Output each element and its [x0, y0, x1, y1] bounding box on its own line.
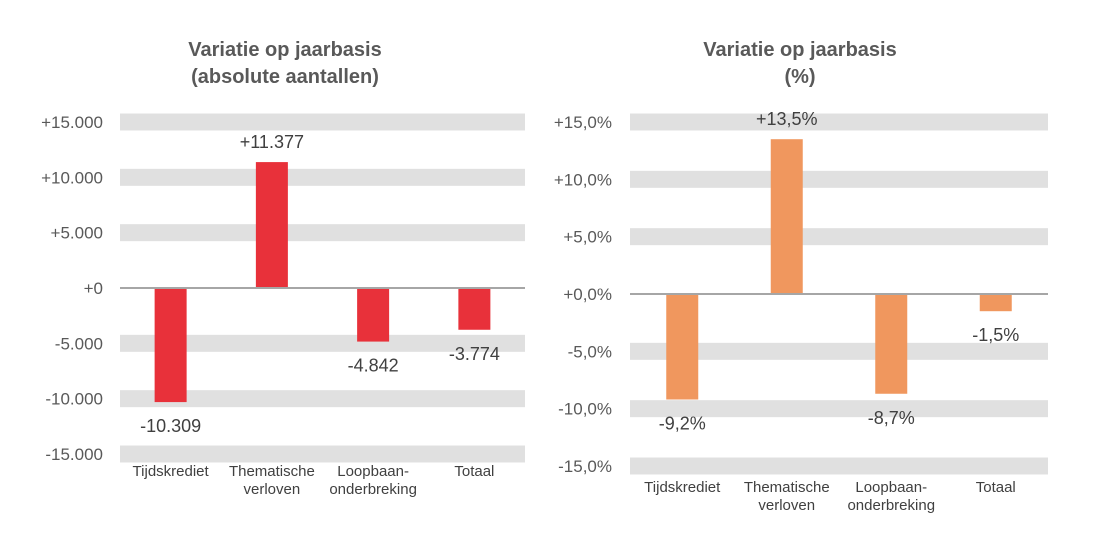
- gridline-band: [120, 113, 525, 131]
- bar: [979, 294, 1012, 312]
- bar: [458, 288, 491, 330]
- category-label: onderbreking: [847, 497, 935, 514]
- y-tick-label: +0,0%: [563, 285, 612, 304]
- y-tick-label: +10.000: [41, 168, 103, 187]
- gridline-band: [120, 168, 525, 186]
- y-tick-label: +0: [84, 279, 103, 298]
- chart-percent: Variatie op jaarbasis (%) +15,0% +10,0% +5,0…: [554, 39, 1048, 514]
- bar: [255, 162, 288, 288]
- data-label: -4.842: [348, 356, 399, 376]
- category-label: Thematische: [744, 479, 830, 496]
- y-tick-label: +15.000: [41, 113, 103, 132]
- bar: [154, 288, 187, 403]
- bar: [875, 294, 908, 394]
- data-label: +13,5%: [756, 109, 818, 129]
- data-label: -10.309: [140, 416, 201, 436]
- chart-title: (%): [784, 66, 815, 88]
- y-tick-label: +10,0%: [554, 170, 612, 189]
- data-label: -8,7%: [868, 408, 915, 428]
- y-tick-label: -10.000: [45, 390, 103, 409]
- y-tick-label: +5.000: [51, 224, 103, 243]
- data-label: -3.774: [449, 344, 500, 364]
- gridline-band: [630, 170, 1048, 188]
- gridline-band: [630, 400, 1048, 418]
- y-tick-label: +5,0%: [563, 228, 612, 247]
- data-label: +11.377: [240, 132, 304, 152]
- y-tick-label: -15,0%: [558, 457, 612, 476]
- category-label: Totaal: [976, 479, 1016, 496]
- gridline-band: [120, 445, 525, 463]
- gridline-band: [630, 457, 1048, 475]
- category-label: Thematische: [229, 463, 315, 480]
- bar: [770, 139, 803, 294]
- y-tick-label: -5.000: [55, 334, 103, 353]
- category-label: Totaal: [454, 463, 494, 480]
- gridline-band: [630, 228, 1048, 246]
- category-label: Loopbaan-: [855, 479, 927, 496]
- gridline-band: [120, 334, 525, 352]
- y-tick-label: +15,0%: [554, 113, 612, 132]
- chart-absolute: Variatie op jaarbasis (absolute aantallen…: [41, 39, 525, 498]
- data-label: -9,2%: [659, 413, 706, 433]
- gridline-band: [120, 390, 525, 408]
- category-label: onderbreking: [329, 481, 417, 498]
- chart-title: (absolute aantallen): [191, 66, 379, 88]
- category-label: verloven: [244, 481, 301, 498]
- y-tick-label: -10,0%: [558, 400, 612, 419]
- category-label: verloven: [758, 497, 815, 514]
- gridline-band: [630, 342, 1048, 360]
- y-tick-label: -15.000: [45, 445, 103, 464]
- category-label: Tijdskrediet: [133, 463, 210, 480]
- chart-title: Variatie op jaarbasis: [703, 39, 896, 61]
- bar: [666, 294, 699, 400]
- y-tick-label: -5,0%: [568, 342, 612, 361]
- bar: [357, 288, 390, 342]
- category-label: Tijdskrediet: [644, 479, 721, 496]
- chart-title: Variatie op jaarbasis: [188, 39, 381, 61]
- data-label: -1,5%: [972, 325, 1019, 345]
- gridline-band: [630, 113, 1048, 131]
- category-label: Loopbaan-: [337, 463, 409, 480]
- gridline-band: [120, 224, 525, 242]
